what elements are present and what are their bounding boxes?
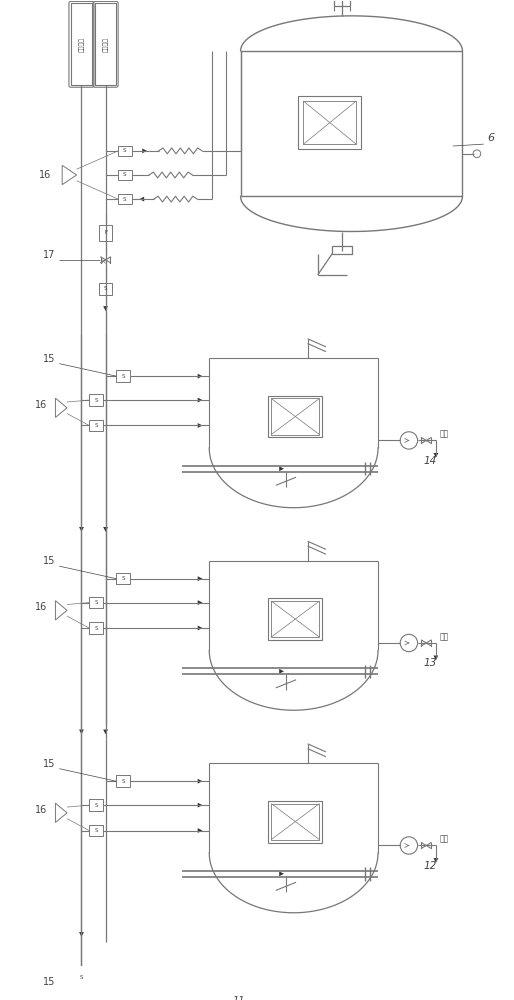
Polygon shape [279, 669, 284, 674]
Text: ×: × [100, 257, 107, 266]
Bar [116, 573, 130, 584]
Text: 15: 15 [43, 354, 56, 364]
Bar [99, 283, 113, 295]
Polygon shape [198, 398, 203, 402]
Text: 16: 16 [35, 602, 47, 612]
Text: S: S [121, 576, 125, 581]
Text: S: S [123, 148, 126, 153]
Text: S: S [94, 626, 98, 631]
Polygon shape [198, 626, 203, 630]
Text: 6: 6 [487, 133, 494, 143]
Polygon shape [103, 306, 108, 311]
Text: 16: 16 [39, 170, 51, 180]
Polygon shape [279, 466, 284, 471]
Bar [118, 194, 132, 204]
Text: 排液: 排液 [440, 632, 449, 641]
Bar [334, 0, 350, 6]
Text: 15: 15 [43, 977, 56, 987]
Text: S: S [121, 374, 125, 379]
Bar [271, 398, 319, 435]
Bar [268, 801, 322, 843]
Polygon shape [103, 527, 108, 532]
Text: S: S [94, 423, 98, 428]
Polygon shape [198, 576, 203, 581]
Polygon shape [103, 730, 108, 734]
Bar [268, 396, 322, 437]
Polygon shape [433, 453, 438, 458]
Text: S: S [94, 398, 98, 403]
Polygon shape [198, 803, 203, 808]
Polygon shape [198, 600, 203, 605]
Bar [268, 598, 322, 640]
Text: 13: 13 [424, 658, 436, 668]
Text: 排液: 排液 [440, 835, 449, 844]
Bar [99, 225, 113, 241]
Bar [95, 3, 116, 85]
Text: S: S [94, 828, 98, 833]
Text: 15: 15 [43, 759, 56, 769]
Text: 12: 12 [424, 861, 436, 871]
Polygon shape [79, 527, 84, 532]
Text: S: S [94, 600, 98, 605]
Text: S: S [94, 803, 98, 808]
Text: 15: 15 [43, 556, 56, 566]
Bar [89, 622, 103, 634]
Text: S: S [104, 286, 107, 291]
Bar [271, 601, 319, 637]
Bar [89, 394, 103, 406]
Bar [89, 597, 103, 608]
Bar [74, 971, 89, 984]
Text: 11: 11 [233, 996, 245, 1000]
Polygon shape [96, 975, 101, 980]
Text: S: S [80, 975, 83, 980]
Polygon shape [79, 730, 84, 734]
Polygon shape [433, 858, 438, 863]
Polygon shape [142, 148, 147, 153]
Text: S: S [123, 197, 126, 202]
Text: 17: 17 [43, 250, 56, 260]
Text: 14: 14 [424, 456, 436, 466]
Text: S: S [121, 779, 125, 784]
Text: 氮氏气罐: 氮氏气罐 [103, 37, 108, 52]
Polygon shape [79, 932, 84, 937]
Bar [89, 420, 103, 431]
Polygon shape [198, 423, 203, 428]
Text: 目氏气罐: 目氏气罐 [79, 37, 84, 52]
Polygon shape [433, 656, 438, 660]
Text: 16: 16 [35, 805, 47, 815]
Polygon shape [139, 197, 144, 202]
Bar [332, 246, 352, 254]
Text: 16: 16 [35, 400, 47, 410]
Polygon shape [198, 374, 203, 379]
Polygon shape [198, 828, 203, 833]
Bar [118, 170, 132, 180]
Bar [299, 96, 361, 149]
Bar [71, 3, 92, 85]
Polygon shape [279, 871, 284, 876]
Bar [271, 804, 319, 840]
Polygon shape [198, 779, 203, 784]
Text: S: S [123, 172, 126, 177]
Bar [116, 775, 130, 787]
Bar [89, 825, 103, 836]
Bar [89, 799, 103, 811]
Bar [118, 146, 132, 156]
Text: 排液: 排液 [440, 430, 449, 439]
Bar [116, 370, 130, 382]
Text: F: F [104, 230, 107, 235]
Bar [303, 101, 356, 144]
